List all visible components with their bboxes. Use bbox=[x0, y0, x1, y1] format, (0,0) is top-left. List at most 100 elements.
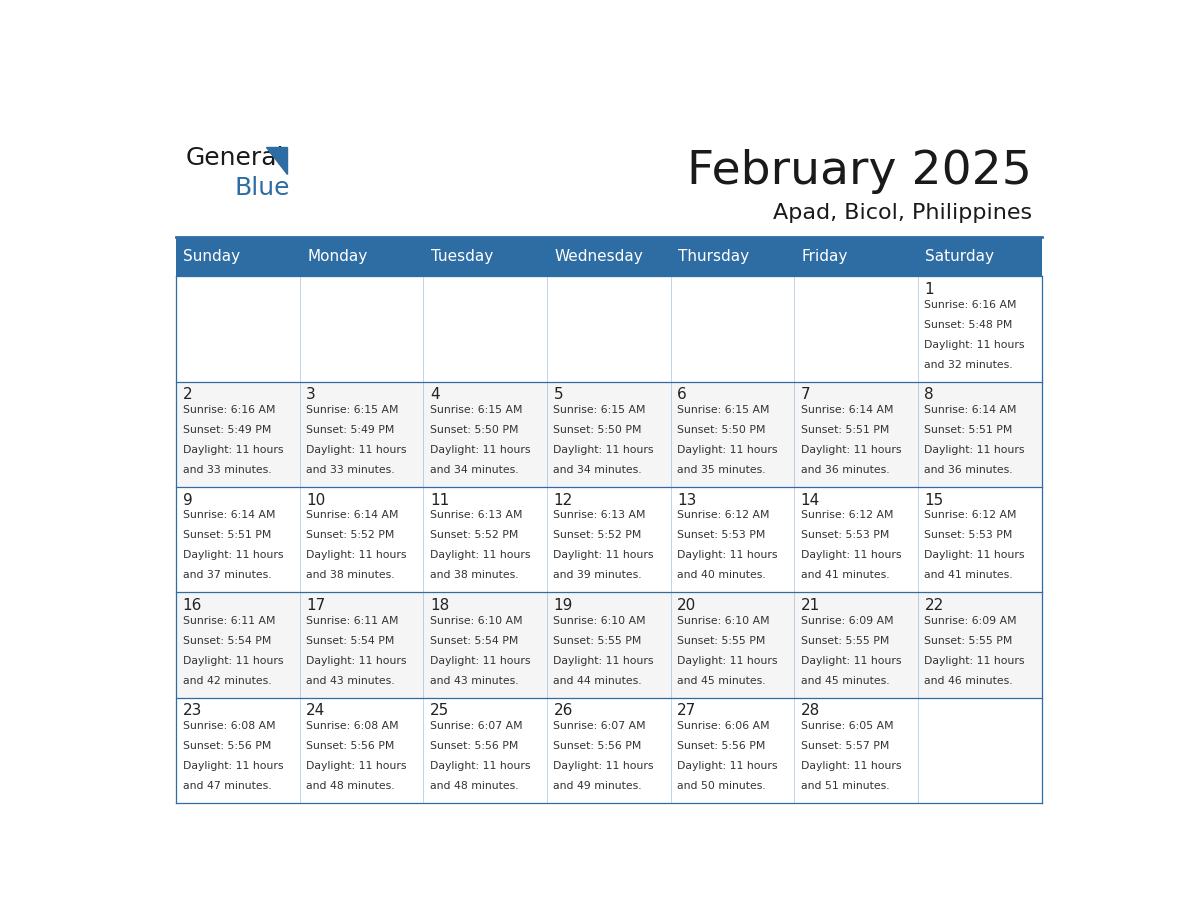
Text: Sunrise: 6:11 AM: Sunrise: 6:11 AM bbox=[307, 616, 399, 625]
Text: and 33 minutes.: and 33 minutes. bbox=[307, 465, 394, 475]
Text: and 41 minutes.: and 41 minutes. bbox=[801, 570, 890, 580]
Text: Sunset: 5:54 PM: Sunset: 5:54 PM bbox=[430, 635, 518, 645]
Text: 12: 12 bbox=[554, 493, 573, 508]
Text: 1: 1 bbox=[924, 282, 934, 297]
Text: Tuesday: Tuesday bbox=[431, 250, 493, 264]
Text: Daylight: 11 hours: Daylight: 11 hours bbox=[307, 655, 406, 666]
Text: 25: 25 bbox=[430, 703, 449, 718]
Text: and 33 minutes.: and 33 minutes. bbox=[183, 465, 271, 475]
Text: and 49 minutes.: and 49 minutes. bbox=[554, 781, 642, 791]
Text: Sunset: 5:54 PM: Sunset: 5:54 PM bbox=[307, 635, 394, 645]
Text: Daylight: 11 hours: Daylight: 11 hours bbox=[677, 445, 778, 455]
Text: Sunset: 5:55 PM: Sunset: 5:55 PM bbox=[677, 635, 765, 645]
Text: Daylight: 11 hours: Daylight: 11 hours bbox=[430, 761, 530, 771]
Text: Sunrise: 6:10 AM: Sunrise: 6:10 AM bbox=[430, 616, 523, 625]
Text: Sunset: 5:55 PM: Sunset: 5:55 PM bbox=[801, 635, 889, 645]
Text: and 43 minutes.: and 43 minutes. bbox=[307, 676, 394, 686]
FancyBboxPatch shape bbox=[176, 487, 1042, 592]
Text: Sunrise: 6:15 AM: Sunrise: 6:15 AM bbox=[554, 405, 646, 415]
Text: Daylight: 11 hours: Daylight: 11 hours bbox=[801, 761, 902, 771]
Text: Blue: Blue bbox=[234, 176, 290, 200]
Text: and 36 minutes.: and 36 minutes. bbox=[924, 465, 1013, 475]
Text: Sunrise: 6:05 AM: Sunrise: 6:05 AM bbox=[801, 721, 893, 731]
Text: Daylight: 11 hours: Daylight: 11 hours bbox=[183, 445, 283, 455]
Text: Daylight: 11 hours: Daylight: 11 hours bbox=[430, 550, 530, 560]
Text: Daylight: 11 hours: Daylight: 11 hours bbox=[430, 655, 530, 666]
Text: Daylight: 11 hours: Daylight: 11 hours bbox=[554, 550, 653, 560]
Text: Sunset: 5:53 PM: Sunset: 5:53 PM bbox=[801, 531, 889, 541]
Text: and 44 minutes.: and 44 minutes. bbox=[554, 676, 642, 686]
FancyBboxPatch shape bbox=[176, 276, 1042, 382]
Text: 4: 4 bbox=[430, 387, 440, 402]
Text: Sunrise: 6:13 AM: Sunrise: 6:13 AM bbox=[554, 510, 646, 521]
Text: Sunday: Sunday bbox=[183, 250, 241, 264]
Text: 2: 2 bbox=[183, 387, 192, 402]
Text: Sunrise: 6:09 AM: Sunrise: 6:09 AM bbox=[801, 616, 893, 625]
Text: Daylight: 11 hours: Daylight: 11 hours bbox=[554, 761, 653, 771]
Text: Sunrise: 6:12 AM: Sunrise: 6:12 AM bbox=[924, 510, 1017, 521]
Text: Sunset: 5:50 PM: Sunset: 5:50 PM bbox=[554, 425, 642, 435]
Text: Sunrise: 6:11 AM: Sunrise: 6:11 AM bbox=[183, 616, 276, 625]
Text: Sunrise: 6:10 AM: Sunrise: 6:10 AM bbox=[554, 616, 646, 625]
Text: Sunrise: 6:16 AM: Sunrise: 6:16 AM bbox=[924, 299, 1017, 309]
Text: Sunset: 5:57 PM: Sunset: 5:57 PM bbox=[801, 741, 889, 751]
Text: and 36 minutes.: and 36 minutes. bbox=[801, 465, 890, 475]
Text: 11: 11 bbox=[430, 493, 449, 508]
Text: and 42 minutes.: and 42 minutes. bbox=[183, 676, 271, 686]
Text: Sunset: 5:55 PM: Sunset: 5:55 PM bbox=[554, 635, 642, 645]
Text: 17: 17 bbox=[307, 598, 326, 613]
Text: and 46 minutes.: and 46 minutes. bbox=[924, 676, 1013, 686]
Text: and 50 minutes.: and 50 minutes. bbox=[677, 781, 766, 791]
Text: Sunset: 5:53 PM: Sunset: 5:53 PM bbox=[677, 531, 765, 541]
Text: 5: 5 bbox=[554, 387, 563, 402]
Text: Daylight: 11 hours: Daylight: 11 hours bbox=[677, 761, 778, 771]
Text: 9: 9 bbox=[183, 493, 192, 508]
Text: 18: 18 bbox=[430, 598, 449, 613]
Text: Sunset: 5:49 PM: Sunset: 5:49 PM bbox=[307, 425, 394, 435]
Text: Daylight: 11 hours: Daylight: 11 hours bbox=[801, 550, 902, 560]
Text: Sunset: 5:56 PM: Sunset: 5:56 PM bbox=[677, 741, 765, 751]
Text: 16: 16 bbox=[183, 598, 202, 613]
Text: Friday: Friday bbox=[802, 250, 848, 264]
Text: Sunrise: 6:12 AM: Sunrise: 6:12 AM bbox=[801, 510, 893, 521]
Text: 27: 27 bbox=[677, 703, 696, 718]
Text: Sunrise: 6:14 AM: Sunrise: 6:14 AM bbox=[924, 405, 1017, 415]
Text: Sunset: 5:56 PM: Sunset: 5:56 PM bbox=[307, 741, 394, 751]
Text: Sunset: 5:53 PM: Sunset: 5:53 PM bbox=[924, 531, 1012, 541]
Text: Saturday: Saturday bbox=[925, 250, 994, 264]
Text: 10: 10 bbox=[307, 493, 326, 508]
Text: Sunrise: 6:15 AM: Sunrise: 6:15 AM bbox=[430, 405, 523, 415]
Text: February 2025: February 2025 bbox=[688, 149, 1032, 194]
Text: 21: 21 bbox=[801, 598, 820, 613]
Text: Daylight: 11 hours: Daylight: 11 hours bbox=[924, 655, 1025, 666]
FancyBboxPatch shape bbox=[176, 698, 1042, 803]
Text: and 32 minutes.: and 32 minutes. bbox=[924, 360, 1013, 370]
Text: Sunrise: 6:09 AM: Sunrise: 6:09 AM bbox=[924, 616, 1017, 625]
Text: 23: 23 bbox=[183, 703, 202, 718]
Text: Sunrise: 6:14 AM: Sunrise: 6:14 AM bbox=[183, 510, 276, 521]
Text: Sunset: 5:49 PM: Sunset: 5:49 PM bbox=[183, 425, 271, 435]
Text: Daylight: 11 hours: Daylight: 11 hours bbox=[554, 445, 653, 455]
Text: Daylight: 11 hours: Daylight: 11 hours bbox=[183, 761, 283, 771]
Text: Sunset: 5:54 PM: Sunset: 5:54 PM bbox=[183, 635, 271, 645]
Text: Daylight: 11 hours: Daylight: 11 hours bbox=[307, 550, 406, 560]
Text: Daylight: 11 hours: Daylight: 11 hours bbox=[801, 445, 902, 455]
Text: 8: 8 bbox=[924, 387, 934, 402]
Text: 22: 22 bbox=[924, 598, 943, 613]
Text: Daylight: 11 hours: Daylight: 11 hours bbox=[677, 655, 778, 666]
Polygon shape bbox=[266, 147, 286, 174]
Text: Sunset: 5:56 PM: Sunset: 5:56 PM bbox=[430, 741, 518, 751]
Text: Apad, Bicol, Philippines: Apad, Bicol, Philippines bbox=[773, 204, 1032, 223]
Text: 24: 24 bbox=[307, 703, 326, 718]
Text: Daylight: 11 hours: Daylight: 11 hours bbox=[924, 340, 1025, 350]
Text: and 45 minutes.: and 45 minutes. bbox=[677, 676, 766, 686]
Text: Sunset: 5:51 PM: Sunset: 5:51 PM bbox=[801, 425, 889, 435]
Text: Sunrise: 6:10 AM: Sunrise: 6:10 AM bbox=[677, 616, 770, 625]
FancyBboxPatch shape bbox=[176, 592, 1042, 698]
Text: Sunrise: 6:16 AM: Sunrise: 6:16 AM bbox=[183, 405, 276, 415]
Text: Wednesday: Wednesday bbox=[555, 250, 643, 264]
Text: and 43 minutes.: and 43 minutes. bbox=[430, 676, 518, 686]
Text: Sunset: 5:50 PM: Sunset: 5:50 PM bbox=[677, 425, 765, 435]
Text: Sunrise: 6:12 AM: Sunrise: 6:12 AM bbox=[677, 510, 770, 521]
Text: 15: 15 bbox=[924, 493, 943, 508]
